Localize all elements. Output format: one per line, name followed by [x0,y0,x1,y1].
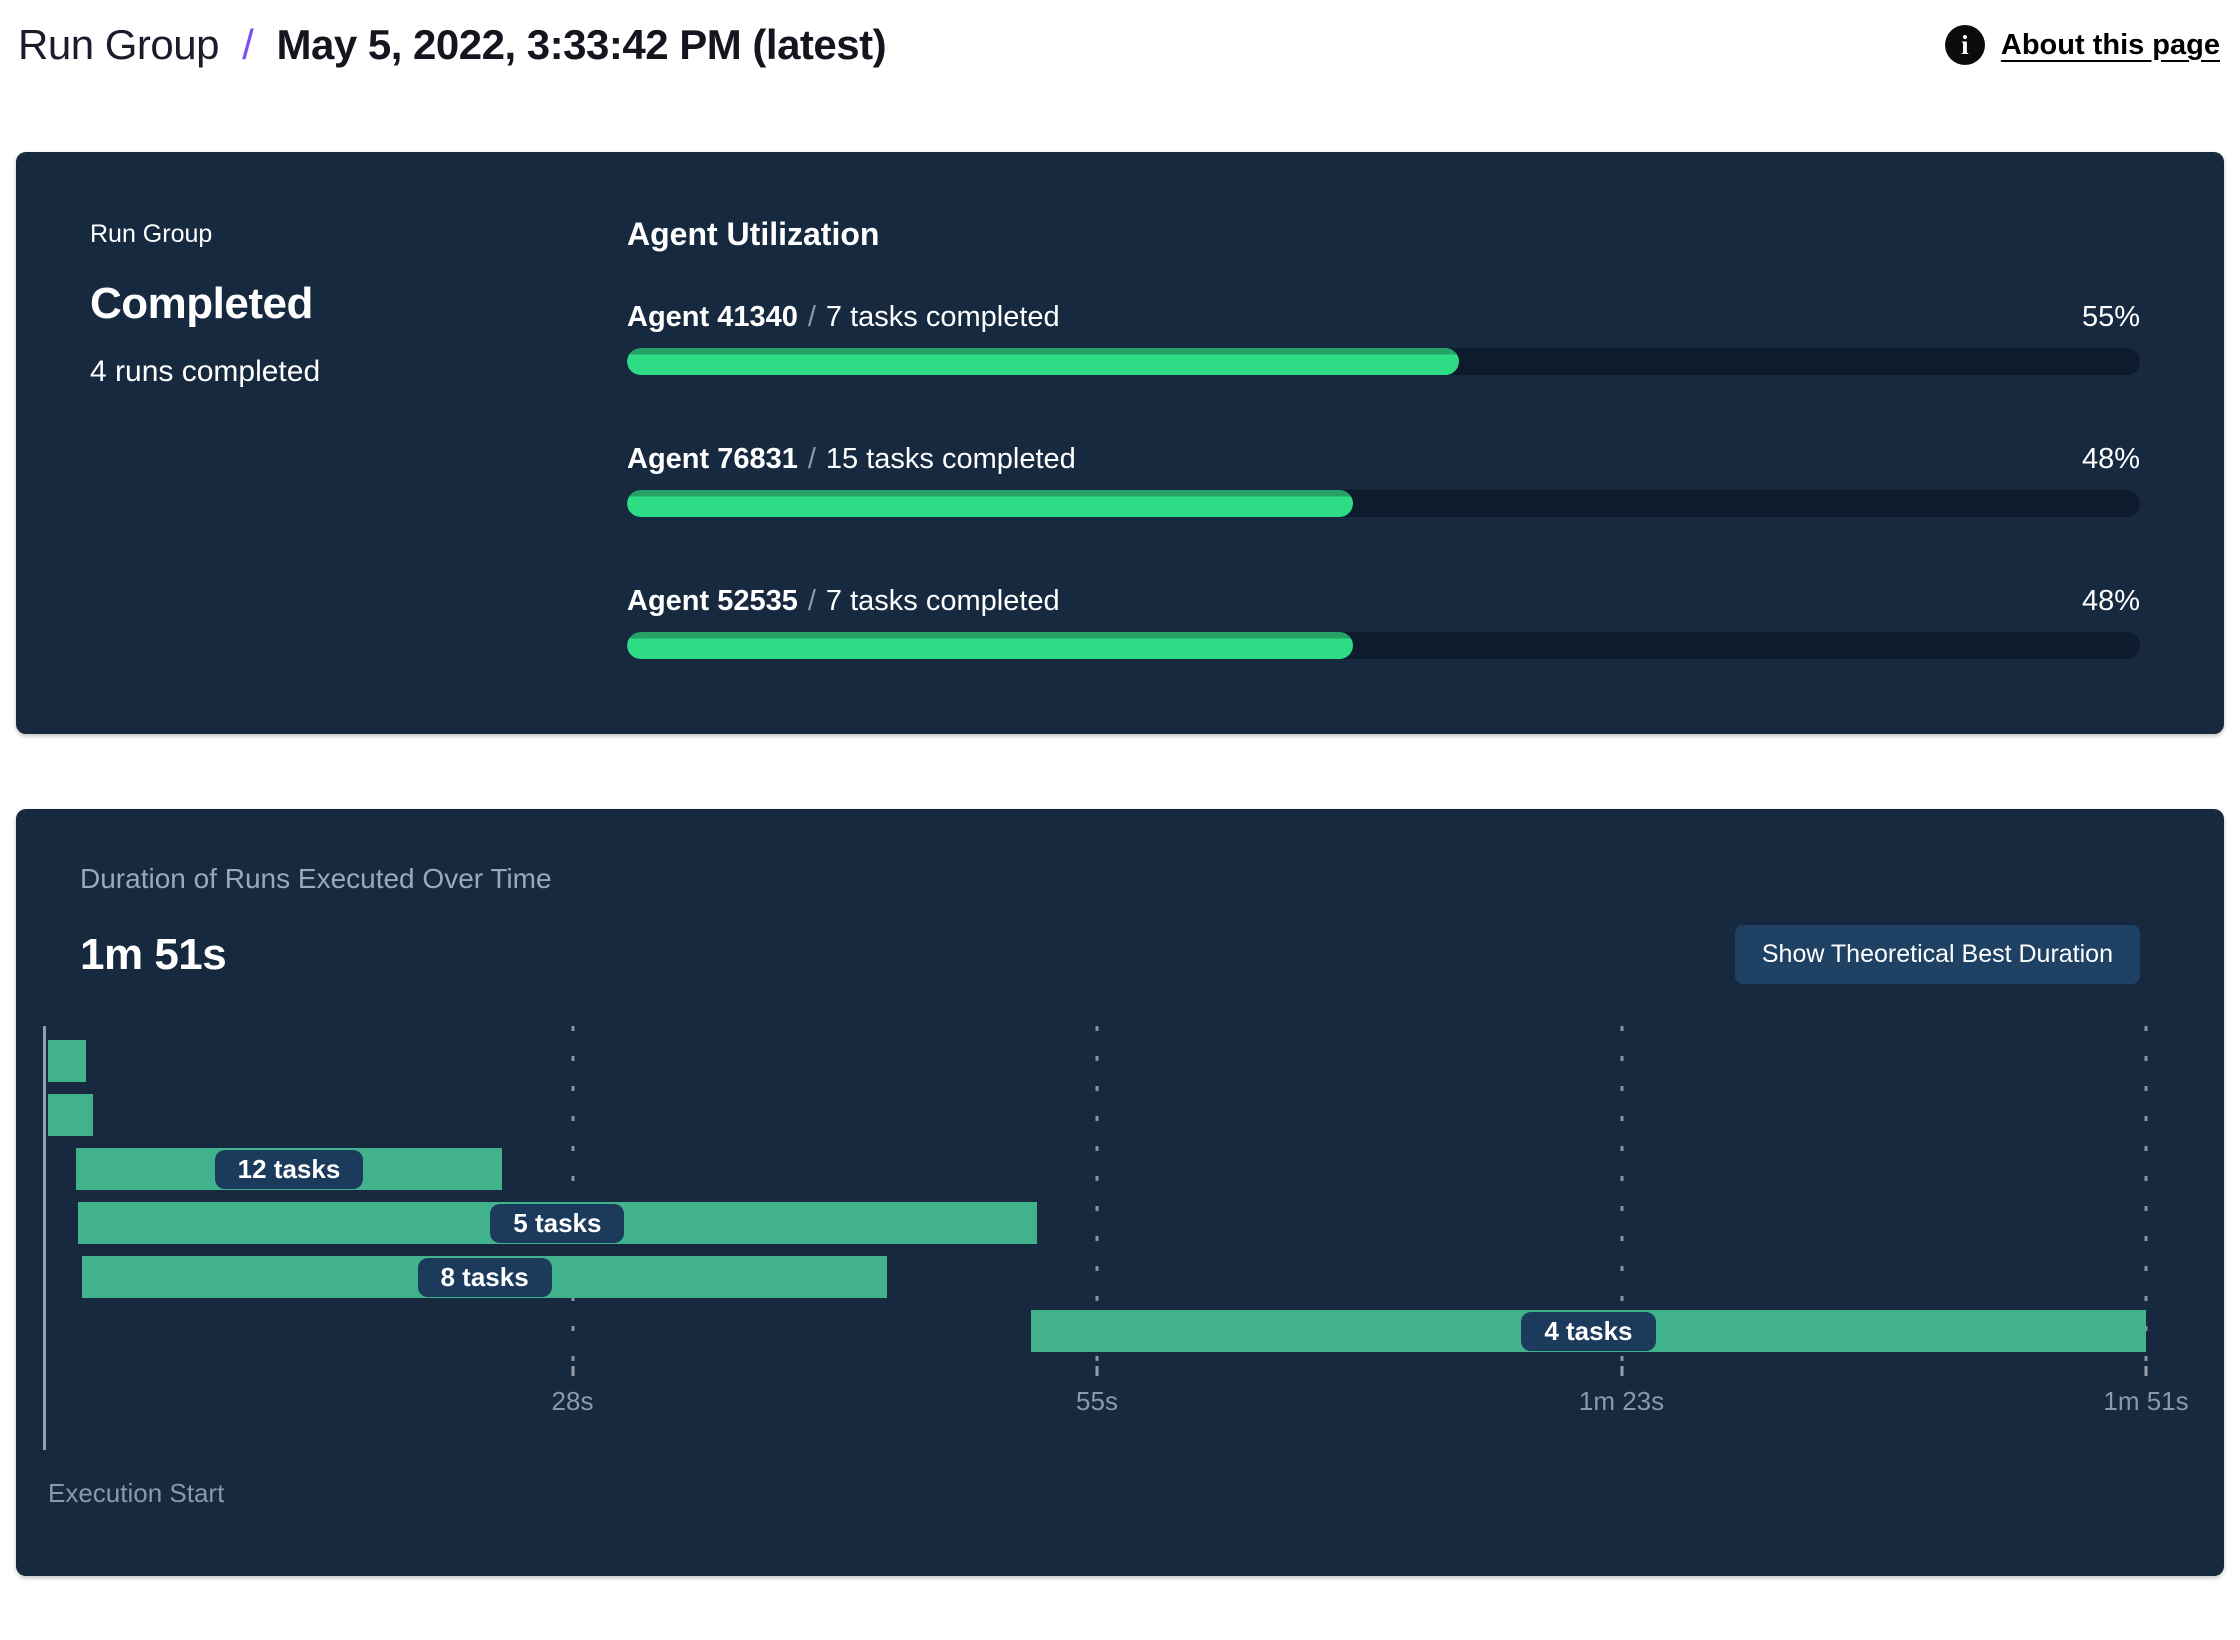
axis-tick-label: 55s [1076,1386,1118,1416]
agent-name: Agent 41340 [627,301,798,333]
gridline [571,1026,574,1362]
run-duration-bar[interactable]: 4 tasks [1030,1310,2146,1352]
agent-separator: / [807,585,816,617]
agent-utilization-panel: Agent Utilization Agent 41340 / 7 tasks … [627,216,2140,734]
agent-tasks-completed: 7 tasks completed [825,301,1060,333]
duration-header-row: 1m 51s Show Theoretical Best Duration [80,925,2140,984]
duration-chart-title: Duration of Runs Executed Over Time [80,863,552,894]
execution-start-label: Execution Start [48,1478,225,1508]
gridline [1095,1026,1099,1362]
agent-utilization-percent: 48% [2081,585,2140,617]
axis-tick [1095,1366,1099,1376]
axis-tick [571,1366,574,1376]
utilization-progress-fill [627,348,1460,375]
agent-tasks-completed: 7 tasks completed [825,585,1060,617]
run-duration-bar[interactable]: 5 tasks [78,1202,1037,1244]
run-group-label: Run Group [90,220,213,248]
agent-utilization-percent: 48% [2081,443,2140,475]
utilization-progress-track [627,632,2140,659]
show-theoretical-best-duration-button[interactable]: Show Theoretical Best Duration [1734,925,2140,984]
run-duration-bar[interactable] [48,1094,94,1136]
axis-tick-label: 28s [551,1386,594,1416]
breadcrumb: Run Group / May 5, 2022, 3:33:42 PM (lat… [18,21,887,69]
agent-utilization-percent: 55% [2081,301,2140,333]
axis-tick [2144,1366,2148,1376]
info-icon: i [1944,25,1985,65]
agent-utilization-row: Agent 41340 / 7 tasks completed 55% [627,301,2140,375]
run-group-status-card: Run Group Completed 4 runs completed Age… [16,152,2224,734]
agent-label-line: Agent 41340 / 7 tasks completed 55% [627,301,2140,334]
axis-tick-label: 1m 23s [1578,1386,1665,1416]
gantt-chart: Execution Start 28s 55s 1m 23s 1m 51s 12 tas… [43,1026,2189,1536]
breadcrumb-separator: / [242,21,254,68]
breadcrumb-current-run: May 5, 2022, 3:33:42 PM (latest) [276,21,887,68]
about-this-page-label: About this page [2000,28,2220,61]
agent-utilization-title: Agent Utilization [627,216,880,252]
run-group-status: Completed [90,279,313,328]
run-duration-bar[interactable]: 8 tasks [82,1256,888,1298]
axis-tick-label: 1m 51s [2103,1386,2189,1416]
agent-separator: / [807,301,816,333]
gridline [2144,1026,2148,1362]
page-header: Run Group / May 5, 2022, 3:33:42 PM (lat… [18,14,2220,76]
utilization-progress-fill [627,490,1354,517]
agent-name: Agent 52535 [627,585,798,617]
agent-label-line: Agent 76831 / 15 tasks completed 48% [627,443,2140,476]
task-count-pill: 5 tasks [490,1203,625,1243]
agent-utilization-row: Agent 76831 / 15 tasks completed 48% [627,443,2140,517]
axis-tick [1620,1366,1623,1376]
agent-name: Agent 76831 [627,443,798,475]
utilization-progress-fill [627,632,1354,659]
agent-tasks-completed: 15 tasks completed [825,443,1076,475]
task-count-pill: 12 tasks [214,1149,364,1189]
execution-start-axis-line [43,1026,46,1450]
run-group-summary: Run Group Completed 4 runs completed [90,216,627,734]
gridline [1620,1026,1623,1362]
runs-completed-count: 4 runs completed [90,355,321,388]
agent-label-line: Agent 52535 / 7 tasks completed 48% [627,585,2140,618]
total-duration-value: 1m 51s [80,929,227,979]
about-this-page-link[interactable]: i About this page [1944,25,2220,65]
agent-utilization-row: Agent 52535 / 7 tasks completed 48% [627,585,2140,659]
task-count-pill: 8 tasks [417,1257,552,1297]
run-duration-bar[interactable]: 12 tasks [76,1148,502,1190]
run-duration-bar[interactable] [48,1040,86,1082]
utilization-progress-track [627,490,2140,517]
agent-separator: / [807,443,816,475]
breadcrumb-run-group[interactable]: Run Group [18,21,219,68]
utilization-progress-track [627,348,2140,375]
duration-card: Duration of Runs Executed Over Time 1m 5… [16,809,2224,1576]
task-count-pill: 4 tasks [1521,1311,1656,1351]
